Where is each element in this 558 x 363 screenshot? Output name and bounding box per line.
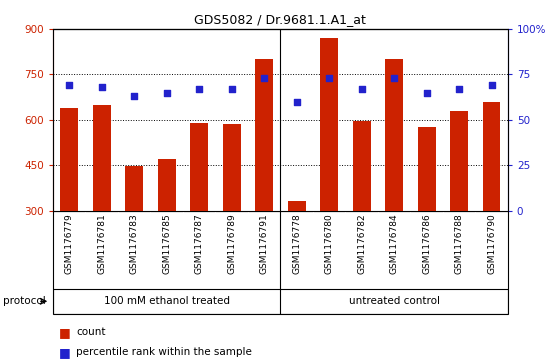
Text: GSM1176789: GSM1176789 — [227, 213, 236, 274]
Title: GDS5082 / Dr.9681.1.A1_at: GDS5082 / Dr.9681.1.A1_at — [194, 13, 367, 26]
Text: GSM1176791: GSM1176791 — [259, 213, 268, 274]
Bar — [93, 105, 110, 211]
Bar — [126, 166, 143, 211]
Point — [357, 86, 366, 92]
Text: GSM1176779: GSM1176779 — [65, 213, 74, 274]
Bar — [483, 102, 501, 211]
Text: protocol: protocol — [3, 296, 46, 306]
Text: 100 mM ethanol treated: 100 mM ethanol treated — [104, 296, 230, 306]
Point — [97, 84, 106, 90]
Text: GSM1176788: GSM1176788 — [455, 213, 464, 274]
Text: GSM1176786: GSM1176786 — [422, 213, 431, 274]
Bar — [385, 59, 403, 211]
Bar — [190, 123, 208, 211]
Bar — [417, 127, 435, 211]
Text: GSM1176781: GSM1176781 — [97, 213, 106, 274]
Text: GSM1176790: GSM1176790 — [487, 213, 496, 274]
Point — [389, 75, 398, 81]
Bar — [288, 201, 306, 211]
Bar — [255, 59, 273, 211]
Point — [325, 75, 334, 81]
Point — [259, 75, 268, 81]
Point — [65, 82, 74, 88]
Bar — [60, 108, 78, 211]
Text: GSM1176784: GSM1176784 — [389, 213, 398, 273]
Text: GSM1176783: GSM1176783 — [129, 213, 139, 274]
Bar — [353, 121, 371, 211]
Point — [195, 86, 204, 92]
Text: GSM1176787: GSM1176787 — [195, 213, 204, 274]
Text: ■: ■ — [59, 346, 70, 359]
Point — [292, 99, 301, 105]
Point — [422, 90, 431, 95]
Text: count: count — [76, 327, 106, 337]
Bar — [158, 159, 176, 211]
Text: GSM1176778: GSM1176778 — [292, 213, 301, 274]
Point — [227, 86, 236, 92]
Point — [130, 93, 139, 99]
Text: untreated control: untreated control — [349, 296, 440, 306]
Bar — [223, 124, 240, 211]
Bar — [450, 111, 468, 211]
Text: GSM1176780: GSM1176780 — [325, 213, 334, 274]
Text: ■: ■ — [59, 326, 70, 339]
Point — [162, 90, 171, 95]
Point — [455, 86, 464, 92]
Text: GSM1176785: GSM1176785 — [162, 213, 171, 274]
Text: percentile rank within the sample: percentile rank within the sample — [76, 347, 252, 357]
Bar — [320, 38, 338, 211]
Text: GSM1176782: GSM1176782 — [357, 213, 366, 273]
Point — [487, 82, 496, 88]
